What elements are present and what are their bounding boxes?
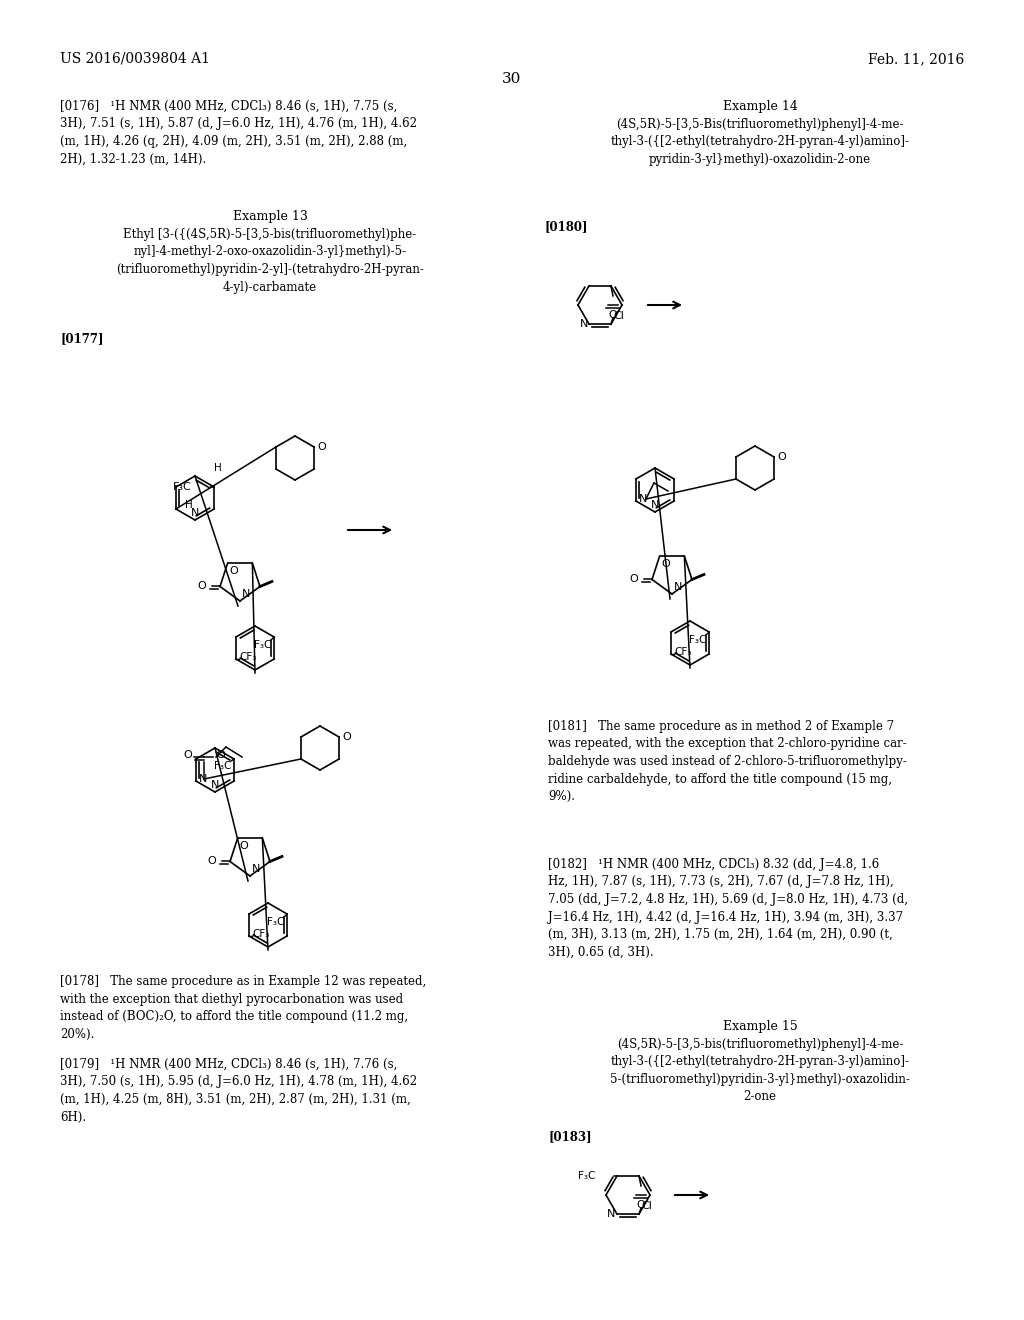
Text: (4S,5R)-5-[3,5-Bis(trifluoromethyl)phenyl]-4-me-
thyl-3-({[2-ethyl(tetrahydro-2H: (4S,5R)-5-[3,5-Bis(trifluoromethyl)pheny… [610, 117, 909, 166]
Text: N: N [606, 1209, 615, 1220]
Text: O: O [662, 558, 671, 569]
Text: H: H [214, 463, 222, 473]
Text: O: O [317, 442, 326, 451]
Text: N: N [639, 494, 647, 504]
Text: 30: 30 [503, 73, 521, 86]
Text: [0180]: [0180] [545, 220, 589, 234]
Text: Cl: Cl [641, 1201, 652, 1210]
Text: O: O [207, 857, 216, 866]
Text: O: O [183, 750, 191, 760]
Text: Ethyl [3-({(4S,5R)-5-[3,5-bis(trifluoromethyl)phe-
nyl]-4-methyl-2-oxo-oxazolidi: Ethyl [3-({(4S,5R)-5-[3,5-bis(trifluorom… [116, 228, 424, 293]
Text: [0183]: [0183] [548, 1130, 592, 1143]
Text: O: O [777, 451, 785, 462]
Text: F₃C: F₃C [578, 1171, 595, 1181]
Text: O: O [240, 841, 249, 851]
Text: [0177]: [0177] [60, 333, 103, 345]
Text: N: N [242, 589, 251, 599]
Text: O: O [637, 1200, 645, 1210]
Text: O: O [608, 310, 617, 319]
Text: F₃C: F₃C [214, 762, 231, 771]
Text: Example 15: Example 15 [723, 1020, 798, 1034]
Text: F₃C: F₃C [254, 640, 271, 649]
Text: [0176]   ¹H NMR (400 MHz, CDCl₃) 8.46 (s, 1H), 7.75 (s,
3H), 7.51 (s, 1H), 5.87 : [0176] ¹H NMR (400 MHz, CDCl₃) 8.46 (s, … [60, 100, 417, 165]
Text: US 2016/0039804 A1: US 2016/0039804 A1 [60, 51, 210, 66]
Text: CF₃: CF₃ [252, 929, 269, 939]
Text: N: N [211, 780, 219, 789]
Text: F₃C: F₃C [689, 635, 707, 645]
Text: Feb. 11, 2016: Feb. 11, 2016 [867, 51, 964, 66]
Text: Example 13: Example 13 [232, 210, 307, 223]
Text: CF₃: CF₃ [239, 652, 256, 663]
Text: [0178]   The same procedure as in Example 12 was repeated,
with the exception th: [0178] The same procedure as in Example … [60, 975, 426, 1040]
Text: (4S,5R)-5-[3,5-bis(trifluoromethyl)phenyl]-4-me-
thyl-3-({[2-ethyl(tetrahydro-2H: (4S,5R)-5-[3,5-bis(trifluoromethyl)pheny… [610, 1038, 910, 1104]
Text: N: N [674, 582, 682, 591]
Text: N: N [651, 500, 659, 510]
Text: H: H [185, 500, 193, 510]
Text: N: N [199, 774, 207, 784]
Text: O: O [229, 566, 239, 576]
Text: F₃C: F₃C [266, 917, 284, 927]
Text: CF₃: CF₃ [674, 647, 691, 657]
Text: [0181]   The same procedure as in method 2 of Example 7
was repeated, with the e: [0181] The same procedure as in method 2… [548, 719, 907, 803]
Text: [0182]   ¹H NMR (400 MHz, CDCl₃) 8.32 (dd, J=4.8, 1.6
Hz, 1H), 7.87 (s, 1H), 7.7: [0182] ¹H NMR (400 MHz, CDCl₃) 8.32 (dd,… [548, 858, 908, 958]
Text: N: N [252, 865, 260, 874]
Text: N: N [190, 508, 200, 517]
Text: O: O [342, 733, 351, 742]
Text: [0179]   ¹H NMR (400 MHz, CDCl₃) 8.46 (s, 1H), 7.76 (s,
3H), 7.50 (s, 1H), 5.95 : [0179] ¹H NMR (400 MHz, CDCl₃) 8.46 (s, … [60, 1059, 417, 1123]
Text: F₃C: F₃C [173, 482, 193, 492]
Text: O: O [630, 574, 638, 585]
Text: O: O [216, 750, 224, 760]
Text: O: O [198, 582, 206, 591]
Text: Example 14: Example 14 [723, 100, 798, 114]
Text: N: N [580, 319, 588, 329]
Text: Cl: Cl [613, 312, 624, 321]
